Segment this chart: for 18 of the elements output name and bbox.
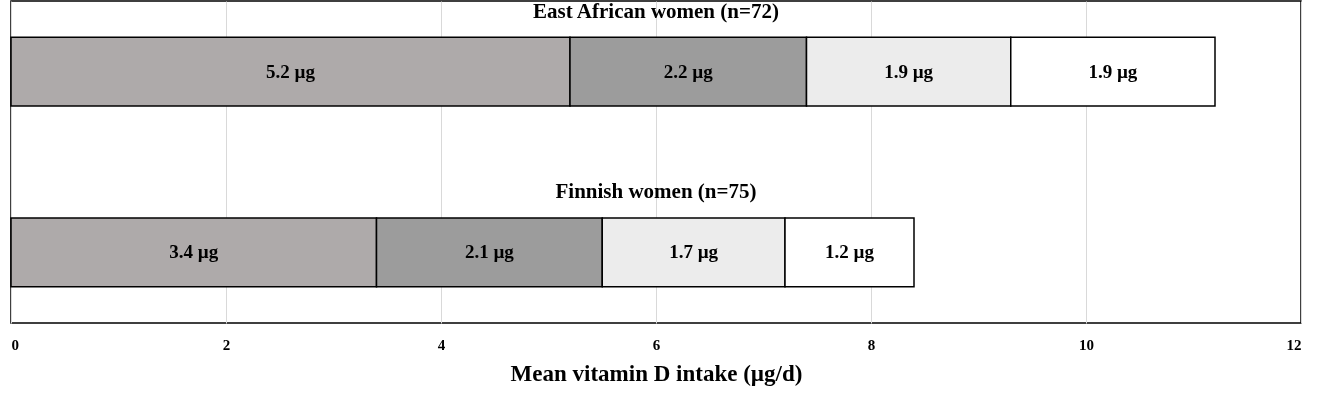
data-label: 5.2 µg: [266, 60, 316, 82]
data-label: 3.4 µg: [169, 241, 219, 263]
x-tick-label: 8: [867, 336, 876, 353]
x-tick-label: 10: [1079, 336, 1094, 353]
y-tick-label: East African women (n=72): [533, 0, 779, 23]
data-label: 1.9 µg: [884, 60, 934, 82]
x-tick-label: 0: [11, 336, 19, 353]
data-label: 2.2 µg: [663, 60, 714, 82]
x-axis-title: Mean vitamin D intake (µg/d): [510, 360, 803, 386]
data-label: 1.9 µg: [1088, 60, 1138, 82]
x-tick-label: 4: [437, 336, 446, 353]
x-tick-label: 6: [652, 336, 661, 353]
data-label: 1.7 µg: [669, 241, 719, 263]
data-label: 2.1 µg: [464, 241, 515, 263]
y-tick-label: Finnish women (n=75): [555, 179, 757, 204]
x-tick-label: 2: [222, 336, 231, 353]
x-tick-label: 12: [1286, 336, 1302, 353]
data-label: 1.2 µg: [825, 241, 875, 263]
